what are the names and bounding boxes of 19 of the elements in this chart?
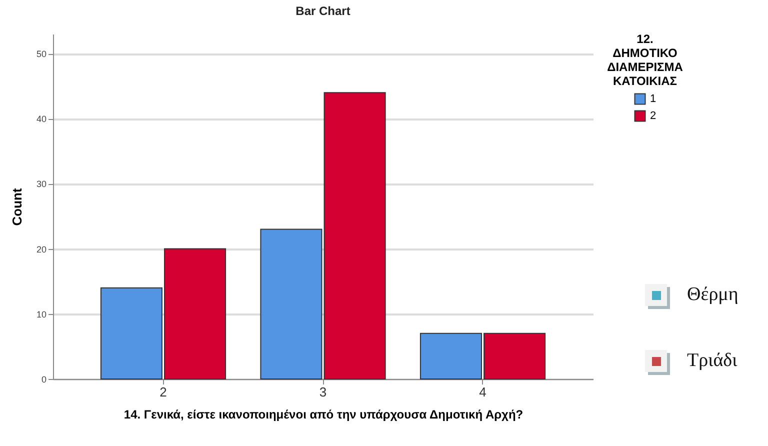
x-tick-label: 4 — [479, 384, 486, 400]
x-tick-label: 2 — [160, 384, 167, 400]
y-tick-label: 30 — [36, 179, 46, 190]
bar — [324, 92, 386, 380]
y-tick-label: 50 — [36, 49, 46, 60]
text: Τριάδι — [687, 350, 738, 372]
text: Θέρμη — [687, 284, 738, 306]
chart-title: Bar Chart — [296, 4, 350, 18]
legend-title: 12. ΔΗΜΟΤΙΚΟ ΔΙΑΜΕΡΙΣΜΑ ΚΑΤΟΙΚΙΑΣ — [607, 32, 684, 88]
legend-label: 1 — [650, 93, 656, 105]
y-tick-label: 20 — [36, 244, 46, 254]
y-tick-label: 10 — [36, 309, 46, 320]
x-axis-title: 14. Γενικά, είστε ικανοποιημένοι από την υπάρχουσα Δημοτική Αρχή? — [124, 408, 524, 422]
bar — [260, 228, 322, 380]
legend-label: 2 — [650, 110, 656, 122]
y-tick-label: 0 — [41, 374, 46, 384]
y-axis-title: Count — [9, 188, 24, 226]
x-tick-label: 3 — [319, 384, 327, 400]
y-tick-label: 40 — [36, 114, 46, 124]
